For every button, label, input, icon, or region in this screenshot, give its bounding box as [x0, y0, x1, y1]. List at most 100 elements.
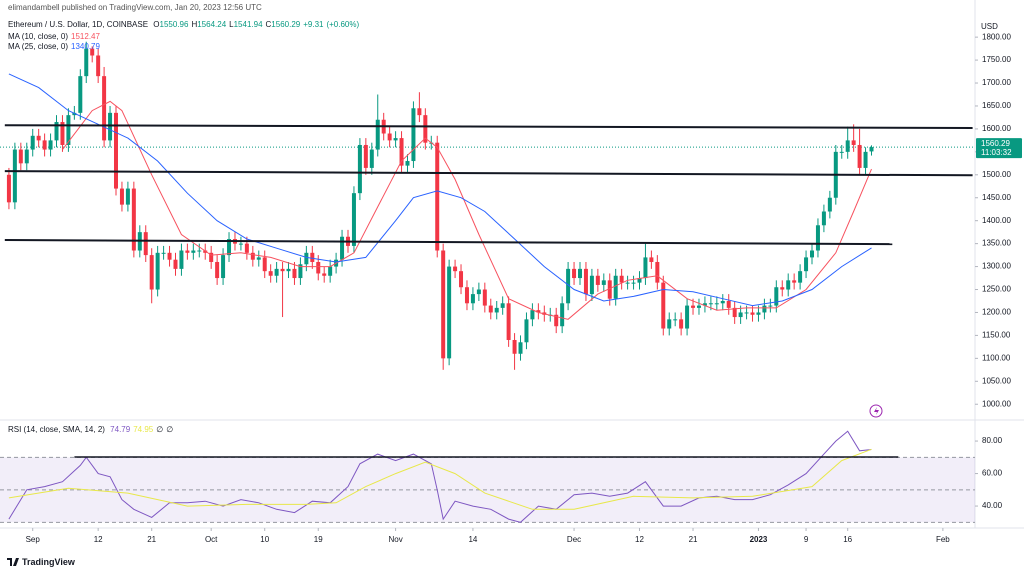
rsi-value: 74.95 [133, 425, 154, 434]
candle-body [197, 250, 202, 252]
ma-legend-row: MA (10, close, 0) 1512.47 [8, 32, 103, 42]
trend-line [4, 239, 893, 246]
candle-body [447, 266, 452, 359]
candle-body [12, 149, 17, 203]
candle-body [161, 252, 166, 254]
axis-unit: USD [981, 22, 998, 31]
x-tick-label: Feb [936, 535, 950, 544]
ma-legend: MA (10, close, 0) 1512.47 MA (25, close, 0… [8, 32, 103, 52]
candle-body [613, 275, 618, 299]
candle-body [762, 305, 767, 313]
candle-body [340, 236, 345, 260]
candle-body [149, 255, 154, 290]
candle-body [24, 149, 29, 164]
ohlc-letter: L [229, 20, 234, 29]
candle-body [215, 261, 220, 279]
candle-body [459, 271, 464, 288]
y-tick-label: 1800.00 [982, 32, 1011, 41]
candle-body [405, 161, 410, 166]
ma-line [8, 73, 872, 307]
candle-body [244, 243, 249, 253]
candle-body [191, 250, 196, 253]
candle-body [227, 239, 232, 256]
ma-value: 1512.47 [71, 32, 100, 41]
ma-name: MA (25, close, 0) [8, 42, 69, 51]
candle-body [72, 112, 77, 116]
candle-body [869, 147, 874, 152]
y-tick-label: 1450.00 [982, 193, 1011, 202]
candle-body [328, 266, 333, 276]
candle-body [768, 305, 773, 307]
candle-body [464, 287, 469, 304]
candle-body [667, 319, 672, 329]
x-tick-label: 19 [314, 535, 323, 544]
candle-body [524, 319, 529, 343]
candle-body [221, 255, 226, 279]
brand-logo [7, 558, 19, 566]
candle-body [655, 261, 660, 283]
y-tick-label: 1750.00 [982, 55, 1011, 64]
candle-body [250, 252, 255, 260]
ohlc-value: 1564.24 [197, 20, 227, 29]
candle-body [167, 252, 172, 260]
candle-body [470, 294, 475, 304]
candle-body [845, 140, 850, 152]
candle-body [60, 122, 65, 145]
candle-body [411, 108, 416, 162]
candle-body [512, 339, 517, 354]
x-tick-label: Oct [205, 535, 218, 544]
candle-body [554, 314, 559, 327]
candle-body [792, 280, 797, 283]
candle-body [42, 140, 47, 150]
candle-body [827, 197, 832, 212]
candle-body [274, 268, 279, 276]
y-tick-label: 80.00 [982, 436, 1003, 445]
candle-body [518, 342, 523, 354]
candle-body [363, 144, 368, 168]
candle-body [435, 142, 440, 251]
change-percent: (+0.60%) [326, 20, 360, 29]
candle-body [774, 287, 779, 306]
y-tick-label: 1500.00 [982, 170, 1011, 179]
candle-body [78, 76, 83, 113]
candle-body [84, 48, 89, 77]
candle-body [691, 305, 696, 308]
candle-body [815, 225, 820, 251]
candle-body [607, 280, 612, 299]
ohlc-value: 1550.96 [159, 20, 189, 29]
candle-body [708, 303, 713, 305]
y-tick-label: 1300.00 [982, 262, 1011, 271]
trend-line [4, 124, 973, 129]
brand: TradingView [22, 557, 75, 567]
rsi-line [8, 448, 872, 510]
candle-body [399, 138, 404, 166]
candle-body [643, 257, 648, 279]
candle-body [583, 268, 588, 295]
candle-body [857, 144, 862, 168]
candle-body [851, 140, 856, 145]
candle-body [661, 282, 666, 329]
candle-body [673, 319, 678, 321]
candle-body [417, 108, 422, 116]
candle-body [494, 307, 499, 313]
y-tick-label: 1650.00 [982, 101, 1011, 110]
x-tick-label: 14 [468, 535, 477, 544]
candle-body [90, 48, 95, 56]
y-tick-label: 1000.00 [982, 399, 1011, 408]
candle-body [679, 319, 684, 329]
ohlc-letter: C [265, 20, 272, 29]
candle-body [750, 312, 755, 315]
ohlc-value: 1560.29 [271, 20, 301, 29]
x-tick-label: 21 [147, 535, 156, 544]
candle-body [6, 174, 11, 203]
candle-body [589, 275, 594, 295]
candle-body [560, 303, 565, 327]
candle-body [423, 115, 428, 143]
candle-body [756, 312, 761, 315]
candle-body [114, 112, 119, 189]
x-tick-label: Dec [567, 535, 581, 544]
candle-body [506, 303, 511, 340]
candle-body [810, 250, 815, 258]
candle-body [595, 275, 600, 285]
candle-body [387, 133, 392, 141]
